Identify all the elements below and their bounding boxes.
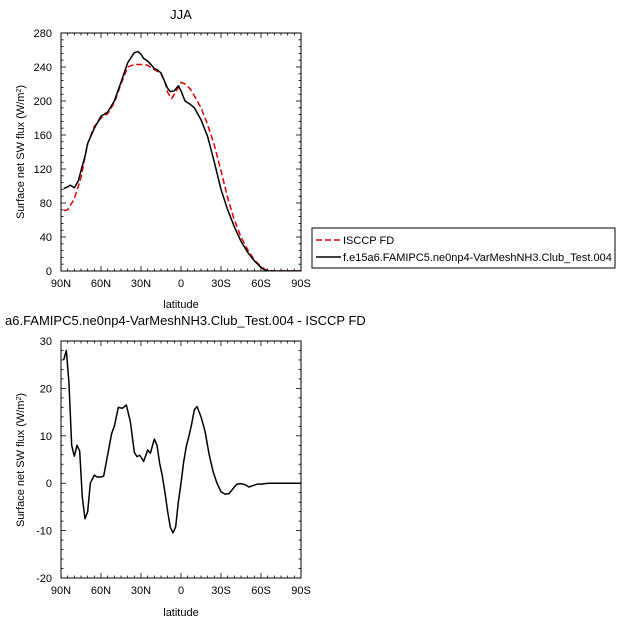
x-tick-label: 0 <box>178 585 184 597</box>
series-line-f-e15a6-famipc5-ne0np4-varmeshnh3-club-test-004 <box>63 50 301 271</box>
y-tick-label: 20 <box>40 383 52 395</box>
legend-box <box>311 227 616 269</box>
chart-title: JJA <box>170 7 192 22</box>
y-tick-label: 120 <box>34 164 52 176</box>
y-tick-label: 30 <box>40 336 52 348</box>
y-tick-label: -10 <box>36 526 52 538</box>
x-axis-label: latitude <box>163 607 198 619</box>
plot-area: 90N 60N 30N 0 30S 60S 90S 0 40 80 120 160 200 240 280 <box>34 28 311 290</box>
series-line-series-0 <box>62 349 301 534</box>
legend-entry-model: f.e15a6.FAMIPC5.ne0np4-VarMeshNH3.Club_T… <box>343 252 612 264</box>
x-tick-label: 0 <box>178 278 184 290</box>
x-tick-label: 30S <box>211 278 231 290</box>
x-tick-label: 90N <box>51 278 71 290</box>
x-tick-label: 30N <box>131 585 151 597</box>
x-tick-label: 90N <box>51 585 71 597</box>
y-tick-label: 0 <box>46 266 52 278</box>
plot-frame <box>60 340 302 579</box>
y-tick-label: 200 <box>34 96 52 108</box>
legend-entry-isccp: ISCCP FD <box>343 235 394 247</box>
plot-area: 90N 60N 30N 0 30S 60S 90S -20 -10 0 10 20 30 <box>36 336 311 597</box>
chart-title: a6.FAMIPC5.ne0np4-VarMeshNH3.Club_Test.0… <box>5 313 366 328</box>
y-tick-label: 160 <box>34 130 52 142</box>
x-tick-label: 30S <box>211 585 231 597</box>
chart-jja: JJA 90N 60N 30N 0 30S 60S 90S 0 40 80 120 160 200 240… <box>15 7 311 311</box>
y-tick-label: -20 <box>36 573 52 585</box>
y-axis-label: Surface net SW flux (W/m2) <box>15 85 27 219</box>
x-tick-label: 30N <box>131 278 151 290</box>
y-axis-label: Surface net SW flux (W/m2) <box>15 393 27 527</box>
x-axis-label: latitude <box>163 299 198 311</box>
y-tick-label: 240 <box>34 62 52 74</box>
plot-frame <box>60 32 302 272</box>
y-tick-label: 40 <box>40 232 52 244</box>
x-tick-label: 90S <box>291 278 311 290</box>
chart-difference: a6.FAMIPC5.ne0np4-VarMeshNH3.Club_Test.0… <box>5 313 366 619</box>
x-tick-label: 90S <box>291 585 311 597</box>
x-tick-label: 60S <box>251 585 271 597</box>
x-tick-label: 60N <box>91 278 111 290</box>
x-tick-label: 60N <box>91 585 111 597</box>
y-tick-label: 10 <box>40 431 52 443</box>
series-line-isccp-fd <box>63 63 301 271</box>
x-tick-label: 60S <box>251 278 271 290</box>
legend: ISCCP FD f.e15a6.FAMIPC5.ne0np4-VarMeshN… <box>311 227 616 269</box>
y-tick-label: 280 <box>34 28 52 40</box>
y-tick-label: 80 <box>40 198 52 210</box>
y-tick-label: 0 <box>46 478 52 490</box>
